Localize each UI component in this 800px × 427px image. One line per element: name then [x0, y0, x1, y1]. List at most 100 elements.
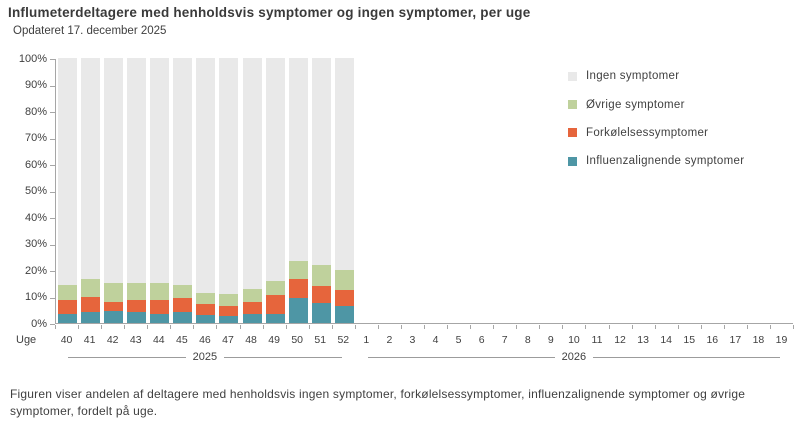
week-label: 2 — [386, 334, 393, 346]
x-axis-tick — [308, 325, 310, 329]
week-label: 4 — [432, 334, 439, 346]
bar-segment-influenzalignende-symptomer — [150, 313, 170, 323]
y-axis-tick — [50, 138, 55, 140]
x-axis-tick — [193, 325, 195, 329]
x-axis-tick — [424, 325, 425, 329]
stacked-bar — [219, 58, 239, 323]
legend-item-label: Forkølelsessymptomer — [586, 126, 709, 139]
x-axis-tick — [493, 325, 495, 329]
bar-segment-ingen-symptomer — [334, 58, 354, 270]
bar-segment-fork-lelsessymptomer — [81, 296, 101, 313]
bar-segment-fork-lelsessymptomer — [242, 301, 262, 314]
legend-item: Forkølelsessymptomer — [568, 119, 744, 147]
bar-segment--vrige-symptomer — [334, 270, 354, 290]
y-axis-label: 90% — [24, 79, 47, 91]
week-label: 11 — [591, 334, 603, 346]
week-label: 5 — [455, 334, 462, 346]
bar-segment-ingen-symptomer — [265, 58, 285, 281]
x-axis-tick — [470, 325, 472, 329]
x-axis-tick — [170, 325, 172, 329]
bar-segment--vrige-symptomer — [311, 264, 331, 286]
year-group-line — [224, 356, 342, 358]
week-label: 45 — [176, 334, 188, 346]
legend-item-label: Ingen symptomer — [586, 70, 680, 83]
bar-segment-ingen-symptomer — [311, 58, 331, 265]
legend-swatch-icon — [568, 156, 577, 166]
year-group-label: 2025 — [192, 351, 218, 363]
week-label: 9 — [547, 334, 554, 346]
bar-segment--vrige-symptomer — [150, 283, 170, 301]
bar-segment-influenzalignende-symptomer — [127, 312, 147, 323]
year-group-line — [68, 356, 186, 358]
y-axis-label: 50% — [24, 185, 47, 197]
legend-swatch-icon — [568, 71, 577, 81]
figure-caption: Figuren viser andelen af deltagere med h… — [10, 387, 746, 419]
bar-segment--vrige-symptomer — [173, 284, 193, 298]
y-axis-tick — [50, 218, 55, 219]
bar-segment-ingen-symptomer — [242, 58, 262, 289]
bar-segment-fork-lelsessymptomer — [288, 279, 308, 298]
bar-segment-influenzalignende-symptomer — [58, 313, 78, 323]
x-axis-tick — [539, 325, 541, 329]
y-axis-tick — [50, 297, 55, 299]
plot-area — [55, 58, 793, 324]
stacked-bar — [173, 58, 193, 323]
x-axis-tick — [562, 325, 564, 329]
bar-segment-fork-lelsessymptomer — [334, 289, 354, 306]
bar-segment-influenzalignende-symptomer — [104, 311, 124, 323]
week-label: 13 — [637, 334, 649, 346]
bar-segment-fork-lelsessymptomer — [58, 300, 78, 314]
x-axis-tick — [78, 325, 80, 329]
y-axis-label: 70% — [24, 132, 47, 144]
week-label: 50 — [291, 334, 303, 346]
bar-segment-ingen-symptomer — [288, 58, 308, 261]
y-axis-tick — [50, 324, 55, 325]
week-label: 43 — [129, 334, 142, 346]
legend: Ingen symptomer Øvrige symptomer Forkølels… — [568, 62, 744, 176]
bar-segment-ingen-symptomer — [219, 58, 239, 294]
stacked-bar — [242, 58, 262, 323]
y-axis-label: 100% — [18, 52, 47, 65]
bar-segment-influenzalignende-symptomer — [242, 313, 262, 323]
bar-segment--vrige-symptomer — [81, 279, 101, 297]
bar-segment--vrige-symptomer — [288, 260, 308, 280]
bar-segment-influenzalignende-symptomer — [334, 305, 354, 323]
x-axis-tick — [262, 325, 264, 329]
week-label: 15 — [683, 334, 696, 346]
week-label: 48 — [245, 334, 257, 346]
bar-segment-ingen-symptomer — [173, 58, 193, 285]
x-axis-tick — [654, 325, 656, 329]
bar-segment-influenzalignende-symptomer — [265, 313, 285, 323]
stacked-bar — [127, 58, 147, 323]
legend-item-label: Øvrige symptomer — [586, 98, 685, 111]
bar-segment--vrige-symptomer — [104, 283, 124, 302]
week-label: 40 — [60, 334, 73, 346]
x-axis-tick — [377, 325, 379, 329]
week-label: 41 — [83, 334, 96, 346]
y-axis-label: 20% — [24, 264, 47, 277]
year-group-label: 2026 — [561, 351, 587, 363]
bar-segment--vrige-symptomer — [196, 292, 216, 305]
week-label: 3 — [409, 334, 416, 346]
x-axis-tick — [216, 325, 218, 329]
y-axis-label: 30% — [24, 238, 47, 250]
legend-item: Influenzalignende symptomer — [568, 147, 744, 175]
x-axis-tick — [55, 325, 56, 329]
y-axis-tick — [50, 271, 55, 272]
bar-segment-fork-lelsessymptomer — [265, 295, 285, 314]
x-axis-tick — [769, 325, 771, 329]
week-label: 47 — [222, 334, 234, 346]
x-axis-tick — [585, 325, 587, 329]
year-group: 2025 — [68, 350, 342, 364]
y-axis-label: 80% — [24, 105, 47, 118]
x-axis-tick — [239, 325, 241, 329]
week-label: 16 — [706, 334, 719, 346]
bar-segment--vrige-symptomer — [242, 288, 262, 302]
legend-item: Ingen symptomer — [568, 62, 744, 90]
x-axis-tick — [723, 325, 725, 329]
y-axis-tick — [50, 112, 55, 113]
bar-segment-fork-lelsessymptomer — [311, 285, 331, 304]
y-axis-label: 40% — [24, 211, 47, 224]
y-axis-tick — [50, 85, 55, 87]
